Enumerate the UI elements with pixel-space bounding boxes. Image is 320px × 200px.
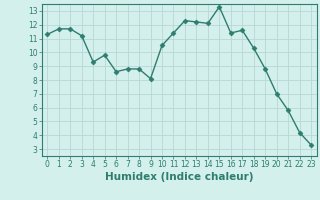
X-axis label: Humidex (Indice chaleur): Humidex (Indice chaleur) [105, 172, 253, 182]
